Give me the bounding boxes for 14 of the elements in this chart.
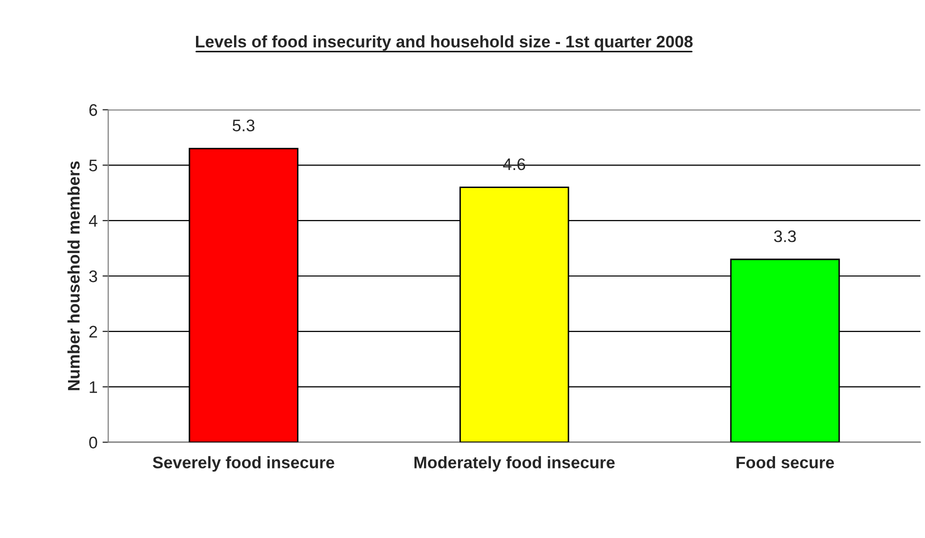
y-tick-label: 6: [89, 104, 98, 116]
y-tick-label: 0: [89, 436, 98, 448]
y-tick-label: 5: [89, 160, 98, 172]
data-label: 5.3: [232, 120, 254, 132]
y-axis-title: Number household members: [67, 161, 80, 390]
y-tick-label: 1: [90, 381, 97, 393]
x-tick-label: Moderately food insecure: [414, 456, 615, 472]
x-tick-label: Food secure: [736, 456, 834, 468]
chart-title: Levels of food insecurity and household size - 1st quarter 2008: [196, 35, 693, 51]
y-tick-label: 2: [89, 326, 97, 338]
x-tick-label: Severely food insecure: [152, 456, 334, 472]
data-label: 3.3: [774, 230, 796, 242]
y-tick-label: 3: [89, 270, 98, 282]
y-tick-label: 4: [88, 215, 98, 227]
